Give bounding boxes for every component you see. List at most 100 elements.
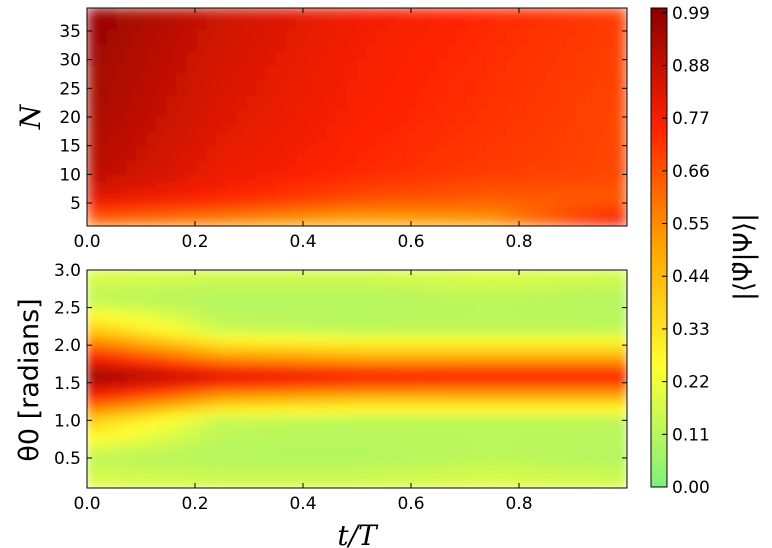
top-heatmap-cell bbox=[536, 131, 548, 140]
bottom-heatmap-cell bbox=[416, 320, 428, 329]
bottom-heatmap-cell bbox=[356, 378, 368, 387]
bottom-heatmap-cell bbox=[616, 363, 627, 373]
top-heatmap-cell bbox=[396, 87, 408, 96]
bottom-heatmap-cell bbox=[186, 342, 198, 351]
top-heatmap-cell bbox=[87, 160, 98, 169]
top-heatmap-cell bbox=[246, 72, 258, 82]
bottom-heatmap-cell bbox=[116, 298, 128, 307]
top-heatmap-cell bbox=[166, 8, 178, 16]
bottom-heatmap-cell bbox=[516, 313, 528, 322]
bottom-heatmap-cell bbox=[556, 480, 568, 488]
top-heatmap-cell bbox=[476, 123, 488, 133]
bottom-heatmap-cell bbox=[546, 393, 558, 402]
top-heatmap-cell bbox=[396, 167, 408, 176]
top-heatmap-cell bbox=[316, 123, 328, 133]
top-heatmap-cell bbox=[546, 138, 558, 147]
bottom-heatmap-cell bbox=[356, 451, 368, 460]
top-heatmap-cell bbox=[406, 43, 418, 53]
top-heatmap-cell bbox=[266, 196, 278, 205]
bottom-heatmap-cell bbox=[386, 407, 398, 416]
top-heatmap-cell bbox=[426, 203, 438, 212]
bottom-heatmap-cell bbox=[436, 407, 448, 416]
bottom-heatmap-cell bbox=[466, 284, 478, 293]
bottom-heatmap-cell bbox=[166, 480, 178, 488]
top-heatmap-cell bbox=[596, 87, 608, 96]
bottom-heatmap-cell bbox=[276, 284, 288, 293]
top-heatmap-cell bbox=[266, 58, 278, 67]
top-heatmap-cell bbox=[456, 196, 468, 205]
top-heatmap-cell bbox=[436, 94, 448, 103]
top-heatmap-cell bbox=[536, 167, 548, 176]
top-heatmap-cell bbox=[246, 22, 258, 31]
bottom-heatmap-cell bbox=[87, 342, 98, 351]
bottom-heatmap-cell bbox=[346, 371, 358, 380]
bottom-heatmap-cell bbox=[216, 465, 228, 474]
top-heatmap-cell bbox=[566, 36, 578, 45]
bottom-heatmap-cell bbox=[546, 458, 558, 467]
top-heatmap-cell bbox=[186, 43, 198, 53]
bottom-heatmap-cell bbox=[446, 472, 458, 482]
bottom-heatmap-cell bbox=[216, 400, 228, 409]
top-heatmap-cell bbox=[336, 167, 348, 176]
bottom-heatmap-cell bbox=[456, 356, 468, 365]
top-heatmap-cell bbox=[426, 58, 438, 67]
top-heatmap-cell bbox=[546, 218, 558, 226]
bottom-heatmap-cell bbox=[576, 334, 588, 344]
top-heatmap-cell bbox=[156, 181, 168, 191]
bottom-heatmap-cell bbox=[126, 465, 138, 474]
top-heatmap-cell bbox=[296, 51, 308, 60]
bottom-heatmap-cell bbox=[456, 276, 468, 286]
top-heatmap-cell bbox=[316, 167, 328, 176]
bottom-heatmap-cell bbox=[426, 327, 438, 336]
top-heatmap-cell bbox=[116, 65, 128, 74]
bottom-heatmap-cell bbox=[336, 414, 348, 424]
bottom-heatmap-cell bbox=[87, 422, 98, 431]
top-heatmap-cell bbox=[226, 210, 238, 220]
top-heatmap-cell bbox=[616, 138, 627, 147]
bottom-heatmap-cell bbox=[606, 436, 618, 445]
bottom-heatmap-cell bbox=[116, 480, 128, 488]
bottom-heatmap-cell bbox=[206, 436, 218, 445]
bottom-heatmap-cell bbox=[566, 458, 578, 467]
bottom-heatmap-cell bbox=[256, 334, 268, 344]
top-heatmap-cell bbox=[556, 14, 568, 24]
top-heatmap-cell bbox=[346, 210, 358, 220]
top-heatmap-cell bbox=[576, 138, 588, 147]
top-heatmap-cell bbox=[576, 109, 588, 118]
bottom-x-tick-label: 0.6 bbox=[397, 494, 424, 514]
bottom-heatmap-cell bbox=[346, 385, 358, 395]
top-heatmap-cell bbox=[96, 131, 108, 140]
top-heatmap-cell bbox=[266, 51, 278, 60]
bottom-heatmap-cell bbox=[476, 349, 488, 358]
bottom-heatmap-cell bbox=[96, 298, 108, 307]
top-heatmap-cell bbox=[106, 36, 118, 45]
top-heatmap-cell bbox=[366, 218, 378, 226]
top-heatmap-cell bbox=[536, 210, 548, 220]
top-heatmap-cell bbox=[456, 22, 468, 31]
top-heatmap-cell bbox=[96, 189, 108, 198]
bottom-heatmap-cell bbox=[576, 407, 588, 416]
bottom-heatmap-cell bbox=[516, 422, 528, 431]
bottom-heatmap-cell bbox=[426, 305, 438, 315]
bottom-heatmap-cell bbox=[406, 313, 418, 322]
top-heatmap-cell bbox=[87, 152, 98, 162]
bottom-heatmap-cell bbox=[296, 443, 308, 453]
top-heatmap-cell bbox=[586, 218, 598, 226]
top-heatmap-cell bbox=[486, 123, 498, 133]
bottom-heatmap-cell bbox=[526, 451, 538, 460]
bottom-heatmap-cell bbox=[156, 320, 168, 329]
bottom-heatmap-cell bbox=[586, 298, 598, 307]
top-heatmap-cell bbox=[276, 8, 288, 16]
top-heatmap-cell bbox=[116, 94, 128, 103]
bottom-heatmap-cell bbox=[386, 291, 398, 300]
top-heatmap-cell bbox=[446, 43, 458, 53]
bottom-heatmap-cell bbox=[396, 414, 408, 424]
top-heatmap-cell bbox=[566, 210, 578, 220]
top-heatmap-cell bbox=[536, 65, 548, 74]
top-heatmap-cell bbox=[216, 218, 228, 226]
top-heatmap-cell bbox=[456, 80, 468, 89]
top-heatmap-cell bbox=[376, 22, 388, 31]
top-heatmap-cell bbox=[146, 101, 158, 111]
top-heatmap-cell bbox=[466, 218, 478, 226]
bottom-heatmap-cell bbox=[236, 429, 248, 438]
